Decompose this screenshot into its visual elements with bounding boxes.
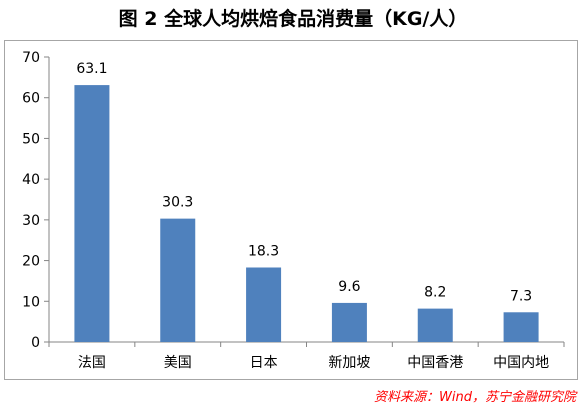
y-tick-label: 0: [31, 335, 40, 351]
bar: [160, 218, 196, 342]
x-tick-label: 中国内地: [493, 355, 549, 371]
data-label: 18.3: [248, 243, 279, 259]
bar: [503, 312, 539, 342]
y-tick-label: 60: [22, 91, 40, 107]
x-tick-label: 新加坡: [328, 355, 370, 371]
source-note: 资料来源：Wind，苏宁金融研究院: [374, 390, 576, 405]
y-tick-label: 70: [22, 50, 40, 66]
chart-title: 图 2 全球人均烘焙食品消费量（KG/人）: [118, 8, 468, 30]
data-label: 30.3: [162, 195, 193, 211]
x-tick-label: 法国: [78, 355, 106, 371]
y-tick-label: 40: [22, 172, 40, 188]
data-label: 7.3: [510, 288, 532, 304]
y-tick-label: 50: [22, 131, 40, 147]
chart-area: [4, 40, 578, 380]
data-label: 63.1: [76, 61, 107, 77]
x-tick-label: 中国香港: [407, 355, 463, 371]
bar: [74, 85, 110, 342]
y-tick-label: 20: [22, 254, 40, 270]
data-label: 9.6: [338, 279, 360, 295]
x-tick-label: 日本: [250, 355, 278, 371]
x-tick-label: 美国: [164, 355, 192, 371]
y-tick-label: 10: [22, 294, 40, 310]
data-label: 8.2: [424, 285, 446, 301]
y-tick-label: 30: [22, 213, 40, 229]
bar: [417, 308, 453, 342]
bar: [246, 267, 282, 342]
bar: [331, 302, 367, 342]
